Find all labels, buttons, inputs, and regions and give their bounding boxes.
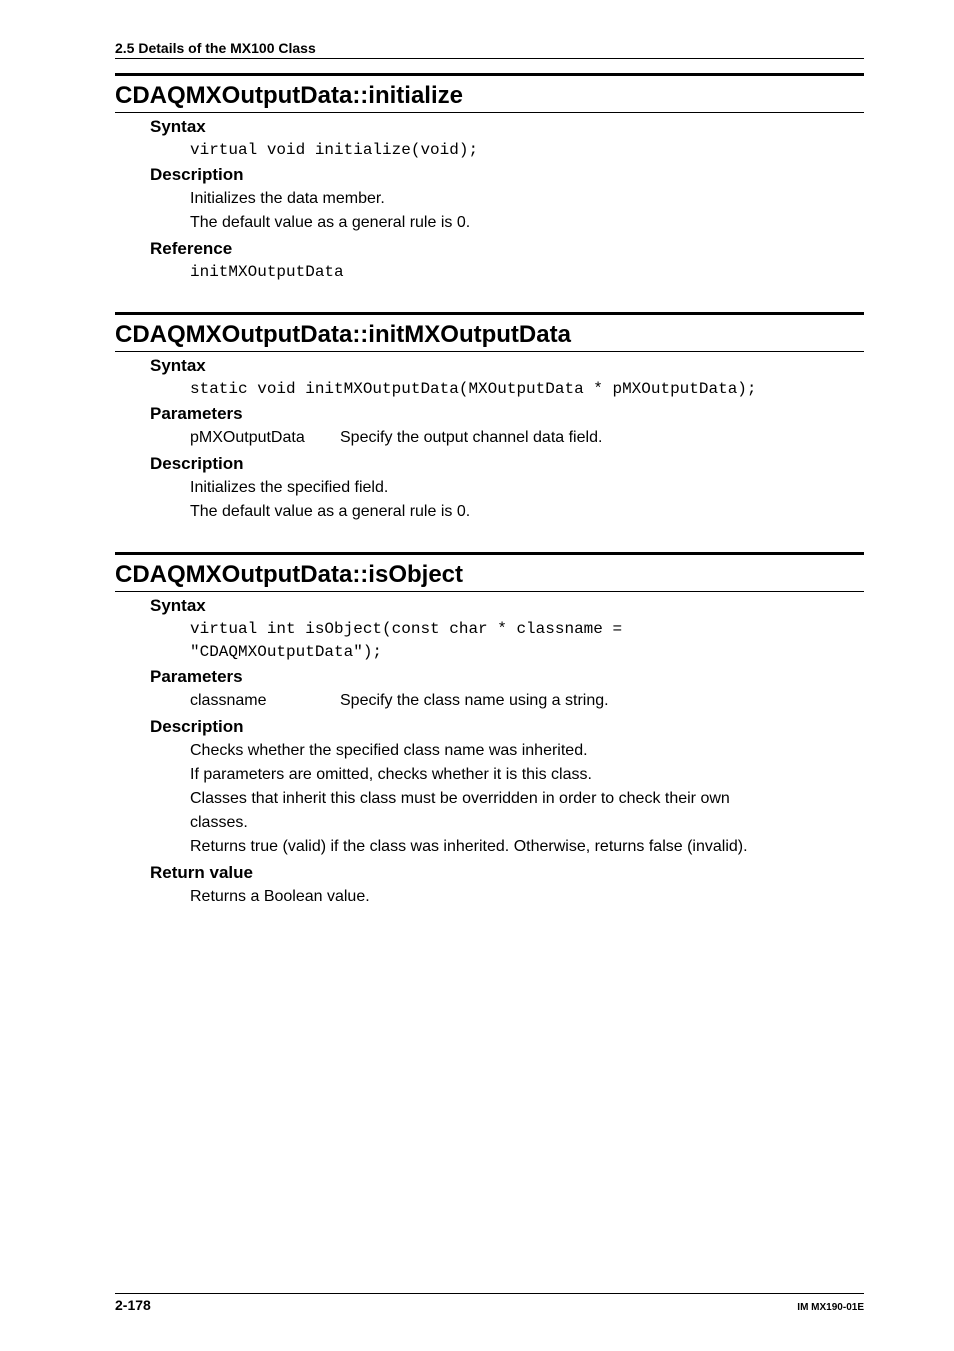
footer-rule [115,1293,864,1294]
param-row: classnameSpecify the class name using a … [190,689,864,713]
body-line: The default value as a general rule is 0… [190,211,864,235]
body-line: Classes that inherit this class must be … [190,787,864,811]
code-line: "CDAQMXOutputData"); [190,641,864,663]
param-desc: Specify the output channel data field. [340,429,602,446]
subheading-parameters: Parameters [150,400,864,426]
footer-doc-id: IM MX190-01E [797,1302,864,1313]
body-line: The default value as a general rule is 0… [190,500,864,524]
subheading-syntax: Syntax [150,592,864,618]
subheading-syntax: Syntax [150,352,864,378]
body-line: If parameters are omitted, checks whethe… [190,763,864,787]
page-root: 2.5 Details of the MX100 Class CDAQMXOut… [0,0,954,1351]
subheading-description: Description [150,161,864,187]
code-line: initMXOutputData [190,261,864,283]
subheading-description: Description [150,450,864,476]
subheading-return: Return value [150,859,864,885]
code-line: virtual int isObject(const char * classn… [190,618,864,640]
function-title: CDAQMXOutputData::isObject [115,555,864,591]
body-line: Initializes the specified field. [190,476,864,500]
body-line: Returns true (valid) if the class was in… [190,835,864,859]
param-desc: Specify the class name using a string. [340,692,609,709]
subheading-description: Description [150,713,864,739]
code-line: virtual void initialize(void); [190,139,864,161]
section-header: 2.5 Details of the MX100 Class [115,40,864,56]
page-footer: 2-178 IM MX190-01E [115,1293,864,1313]
body-line: Initializes the data member. [190,187,864,211]
footer-page-number: 2-178 [115,1297,151,1313]
param-name: pMXOutputData [190,426,340,450]
function-title: CDAQMXOutputData::initMXOutputData [115,315,864,351]
function-title: CDAQMXOutputData::initialize [115,76,864,112]
param-name: classname [190,689,340,713]
subheading-parameters: Parameters [150,663,864,689]
subheading-reference: Reference [150,235,864,261]
body-line: Checks whether the specified class name … [190,739,864,763]
code-line: static void initMXOutputData(MXOutputDat… [190,378,864,400]
param-row: pMXOutputDataSpecify the output channel … [190,426,864,450]
body-line: classes. [190,811,864,835]
subheading-syntax: Syntax [150,113,864,139]
body-line: Returns a Boolean value. [190,885,864,909]
